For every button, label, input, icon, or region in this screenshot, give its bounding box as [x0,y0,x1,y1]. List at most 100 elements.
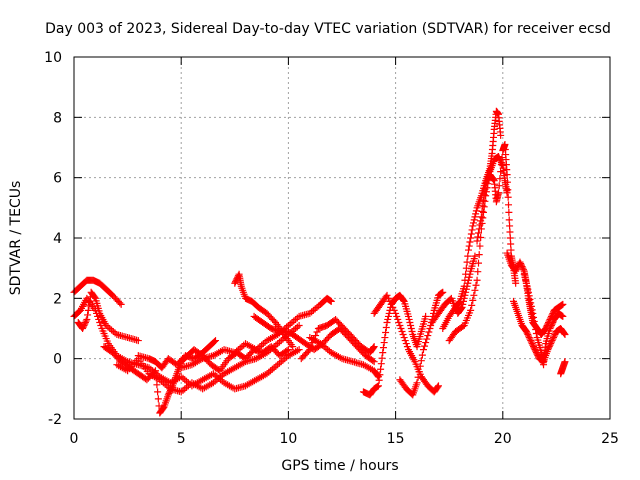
y-tick-label: 6 [53,171,62,187]
data-trace-mark [382,323,390,331]
data-point [497,131,505,139]
data-trace-mark [283,347,291,355]
data-trace-mark [463,258,471,266]
data-trace-mark [527,338,535,346]
data-trace-mark [482,178,490,186]
data-trace-mark [369,344,377,352]
data-trace-mark [497,157,505,165]
data-point [559,300,567,308]
data-trace-mark [522,279,530,287]
data-trace-mark [384,312,392,320]
data-point [561,331,569,339]
data-trace-mark [495,182,503,190]
data-trace-mark [498,154,506,162]
data-point [529,309,537,317]
data-point [505,216,513,224]
data-trace-mark [475,229,483,237]
chart-title: Day 003 of 2023, Sidereal Day-to-day VTE… [45,21,611,37]
data-trace-mark [307,342,315,350]
data-trace-mark [546,341,554,349]
data-point [422,312,430,320]
data-trace-mark [550,332,558,340]
data-trace-mark [550,334,558,342]
data-trace-mark [455,298,463,306]
data-trace-mark [417,357,425,365]
data-trace-mark [393,312,401,320]
data-trace-mark [427,321,435,329]
x-tick-label: 5 [177,431,186,447]
data-trace-mark [401,337,409,345]
data-trace-mark [560,330,568,338]
data-trace-mark [154,395,162,403]
data-point [379,349,387,357]
data-trace-mark [525,334,533,342]
data-trace-mark [490,176,498,184]
data-point [464,246,472,254]
data-trace-mark [395,318,403,326]
data-point [212,337,220,345]
x-tick-label: 15 [387,431,405,447]
data-trace-mark [472,210,480,218]
data-trace-mark [79,323,87,331]
data-trace-mark [96,318,104,326]
data-trace-mark [421,342,429,350]
data-trace-mark [384,294,392,302]
data-trace-mark [386,297,394,305]
data-trace-mark [529,341,537,349]
data-trace-mark [480,208,488,216]
data-trace-mark [526,335,534,343]
data-trace-mark [416,362,424,370]
data-point [520,270,528,278]
data-trace-mark [520,266,528,274]
data-trace-mark [80,321,88,329]
data-trace-mark [532,347,540,355]
data-trace-mark [423,335,431,343]
data-trace-mark [479,202,487,210]
data-trace-mark [517,261,525,269]
data-point [458,303,466,311]
data-trace-mark [390,306,398,314]
data-trace-mark [519,264,527,272]
data-trace-mark [506,228,514,236]
data-trace-mark [405,315,413,323]
data-trace-mark [462,264,470,272]
data-trace-mark [462,270,470,278]
data-point [370,343,378,351]
data-point [503,189,511,197]
data-point [467,306,475,314]
data-point [164,391,172,399]
data-point [434,382,442,390]
data-trace-mark [534,352,542,360]
data-trace-mark [376,371,384,379]
data-trace-mark [547,338,555,346]
data-trace-mark [480,203,488,211]
data-trace-mark [523,282,531,290]
data-point [327,297,335,305]
data-trace-mark [496,175,504,183]
data-trace-mark [159,404,167,412]
data-trace-mark [399,331,407,339]
data-trace-mark [505,208,513,216]
data-trace-mark [379,344,387,352]
data-point [512,279,520,287]
data-point [284,346,292,354]
data-point [503,171,511,179]
data-trace-mark [403,343,411,351]
data-trace-mark [524,331,532,339]
data-trace-mark [155,402,163,410]
data-trace-mark [522,276,530,284]
data-trace-mark [424,332,432,340]
data-trace-mark [505,201,513,209]
data-trace-mark [387,300,395,308]
data-trace-mark [526,295,534,303]
data-point [289,343,297,351]
data-trace-mark [422,339,430,347]
data-trace-mark [381,334,389,342]
data-trace-mark [389,303,397,311]
data-trace-mark [385,309,393,317]
data-trace-mark [414,373,422,381]
data-trace-mark [465,273,473,281]
data-trace-mark [475,225,483,233]
data-trace-mark [545,344,553,352]
data-trace-mark [469,296,477,304]
